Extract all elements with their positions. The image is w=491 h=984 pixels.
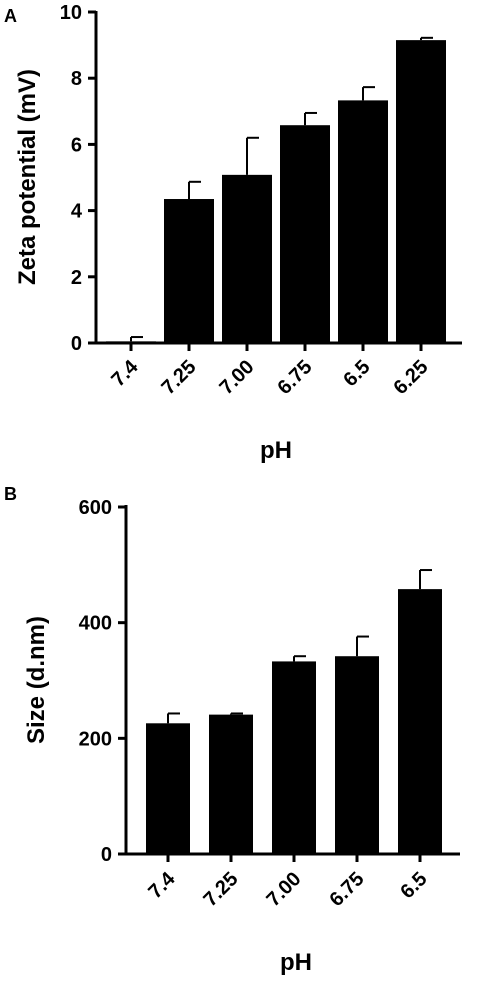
panel-a-bar-5 <box>396 40 446 343</box>
panel-b-x-tick-label-2: 7.00 <box>262 868 305 911</box>
panel-b-y-tick-label-0: 0 <box>101 844 112 866</box>
panel-a-bar-2 <box>222 174 272 343</box>
panel-a-bar-4 <box>338 100 388 343</box>
panel-b-x-axis-title: pH <box>280 949 312 976</box>
panel-a-y-tick-label-1: 2 <box>71 267 82 289</box>
panel-b-letter: B <box>4 484 17 504</box>
panel-b-bar-1 <box>209 714 253 854</box>
panel-b-y-tick-label-1: 200 <box>79 728 112 750</box>
panel-b-x-tick-label-4: 6.5 <box>396 868 431 903</box>
panel-a-x-tick-label-4: 6.5 <box>339 356 374 391</box>
panel-a-y-tick-label-0: 0 <box>71 333 82 355</box>
panel-a-x-tick-label-0: 7.4 <box>107 355 143 391</box>
panel-a-y-axis-title: Zeta potential (mV) <box>14 69 41 285</box>
panel-a-bar-1 <box>164 199 214 343</box>
panel-a-letter: A <box>4 6 17 26</box>
panel-a-x-tick-label-1: 7.25 <box>157 356 200 399</box>
panel-a-y-tick-label-4: 8 <box>71 68 82 90</box>
panel-b-bar-3 <box>335 656 379 854</box>
panel-b-y-tick-label-2: 400 <box>79 613 112 635</box>
panel-a-bar-3 <box>280 125 330 344</box>
panel-b-bar-2 <box>272 661 316 854</box>
panel-a-x-tick-label-5: 6.25 <box>389 356 432 399</box>
panel-a-y-tick-label-2: 4 <box>71 201 83 223</box>
panel-a-x-axis-title: pH <box>260 437 292 464</box>
panel-a-y-tick-label-3: 6 <box>71 134 82 156</box>
panel-a-x-tick-label-2: 7.00 <box>215 356 258 399</box>
panel-a-y-tick-label-5: 10 <box>60 2 82 24</box>
panel-b-x-tick-label-1: 7.25 <box>199 868 242 911</box>
panel-b-x-tick-label-3: 6.75 <box>325 868 368 911</box>
panel-b-bar-4 <box>398 589 442 854</box>
panel-a-x-tick-label-3: 6.75 <box>273 356 316 399</box>
panel-a-chart: A 0 2 4 6 8 10 7.4 7.25 7.00 6.75 6.5 6.25 Zeta po… <box>4 2 462 464</box>
panel-b-bar-0 <box>146 723 190 854</box>
panel-b-x-tick-label-0: 7.4 <box>144 867 180 903</box>
panel-b-y-axis-title: Size (d.nm) <box>23 616 50 744</box>
panel-b-chart: B 0 200 400 600 7.4 7.25 7.00 6.75 6.5 Size (d.… <box>4 484 460 976</box>
panel-b-y-tick-label-3: 600 <box>79 497 112 519</box>
